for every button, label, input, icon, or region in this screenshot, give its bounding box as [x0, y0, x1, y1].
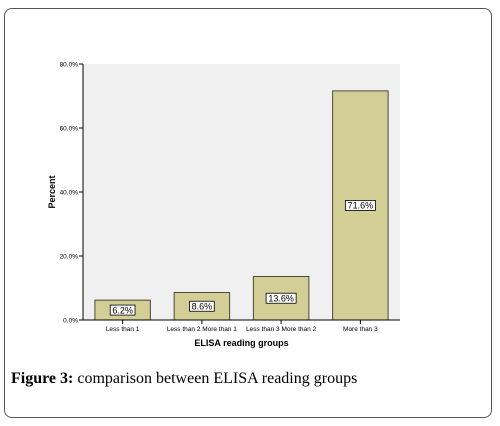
data-label-box: [344, 200, 376, 211]
x-tick-label: Less than 3 More than 2: [246, 326, 316, 333]
y-axis: 0.0% 20.0% 40.0% 60.0% 80.0%: [60, 62, 84, 325]
data-label: 8.6%: [192, 302, 213, 312]
y-tick-label: 60.0%: [60, 126, 79, 133]
y-tick-label: 20.0%: [60, 254, 79, 261]
x-axis: Less than 1 Less than 2 More than 1 Less t…: [83, 319, 400, 333]
data-label: 71.6%: [348, 201, 374, 211]
data-label-box: [109, 304, 136, 316]
y-tick-label: 40.0%: [60, 190, 79, 197]
data-label: 13.6%: [268, 294, 294, 304]
data-label-box: [265, 292, 297, 304]
y-tick-label: 80.0%: [60, 62, 79, 69]
data-label-box: [189, 300, 215, 312]
x-tick-label: Less than 2 More than 1: [167, 326, 237, 333]
x-tick-label: Less than 1: [106, 326, 140, 333]
x-tick-label: More than 3: [343, 326, 378, 333]
data-label: 6.2%: [112, 305, 133, 315]
y-axis-title: Percent: [47, 175, 57, 208]
y-tick-label: 0.0%: [63, 318, 78, 325]
x-axis-title: ELISA reading groups: [194, 338, 288, 348]
figure-caption-text: comparison between ELISA reading groups: [73, 370, 358, 387]
bars-group: 6.2% 8.6% 13.6% 71.6%: [94, 90, 389, 321]
figure-caption: Figure 3: comparison between ELISA readi…: [11, 370, 481, 388]
figure-caption-label: Figure 3:: [11, 370, 74, 387]
